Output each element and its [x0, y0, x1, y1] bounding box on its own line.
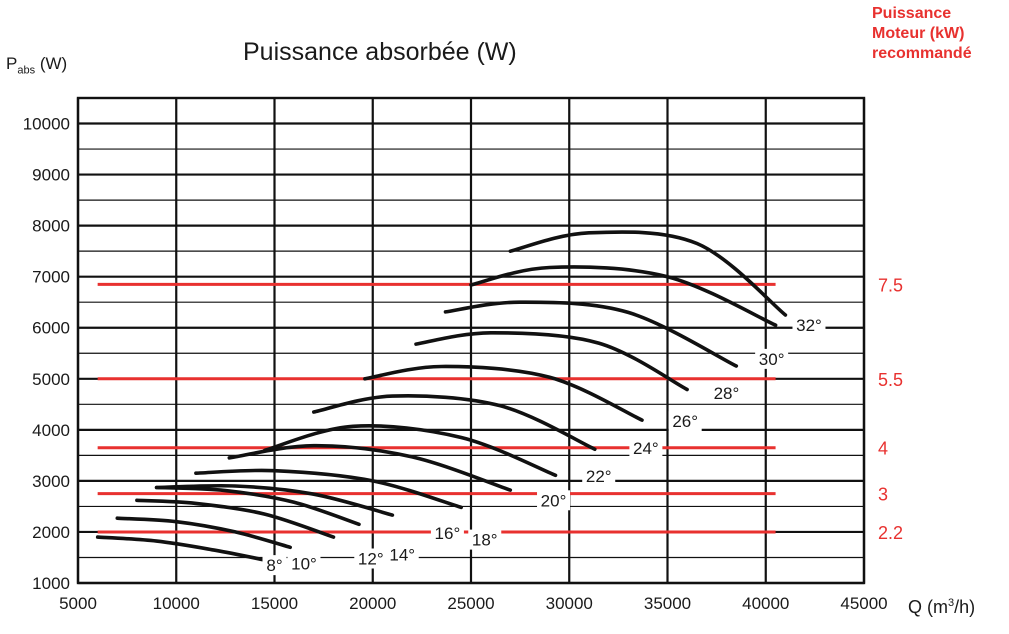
y-axis-label-unit: (W): [35, 54, 68, 73]
plot-frame: [76, 96, 866, 585]
angle-curve: [115, 516, 292, 550]
angle-curve: [154, 483, 395, 517]
chart-title: Puissance absorbée (W): [243, 38, 517, 66]
curve-label-bg: [537, 490, 571, 511]
y-tick-label: 4000: [32, 421, 70, 440]
x-axis-label-sup: 3: [948, 597, 955, 609]
motor-kw-label: 7.5: [878, 275, 903, 295]
curve-label-bg: [709, 383, 743, 404]
curve-angle-label: 14°: [389, 545, 415, 564]
motor-power-title-line-1: Puissance: [872, 5, 952, 22]
curve-angle-label: 8°: [266, 556, 282, 575]
curve-angle-label: 12°: [358, 549, 384, 568]
curve-label-bg: [262, 555, 287, 576]
x-tick-label: 10000: [153, 594, 200, 613]
curve-label-bg: [385, 544, 419, 565]
x-tick-label: 35000: [644, 594, 691, 613]
curve-angle-label: 24°: [633, 439, 659, 458]
curve-angle-label: 20°: [541, 491, 567, 510]
x-tick-label: 25000: [447, 594, 494, 613]
y-tick-label: 7000: [32, 268, 70, 287]
angle-curve: [443, 300, 739, 368]
curve-label-bg: [629, 438, 663, 459]
x-tick-label: 15000: [251, 594, 298, 613]
curve-label-bg: [792, 315, 826, 336]
grid: [76, 96, 866, 585]
y-tick-label: 1000: [32, 574, 70, 593]
curve-angle-label: 16°: [435, 524, 461, 543]
curve-label-bg: [755, 348, 789, 369]
motor-power-title-line-3: recommandé: [872, 45, 972, 62]
y-tick-label: 5000: [32, 370, 70, 389]
y-tick-label: 9000: [32, 166, 70, 185]
motor-lines: 7.5 5.5 4 3 2.2: [97, 275, 903, 543]
y-axis-label-sub: abs: [17, 64, 36, 77]
y-axis-label: Pabs (W): [6, 54, 67, 76]
angle-curves: [95, 230, 788, 562]
x-tick-label: 5000: [59, 594, 97, 613]
curve-angle-label: 22°: [586, 467, 612, 486]
motor-power-title-line-2: Moteur (kW): [872, 25, 965, 42]
angle-curve: [135, 498, 336, 539]
angle-curve: [469, 265, 778, 327]
curve-angle-label: 26°: [672, 412, 698, 431]
curve-angle-label: 28°: [714, 384, 740, 403]
curve-label-bg: [354, 548, 388, 569]
y-tick-label: 6000: [32, 319, 70, 338]
angle-curve: [227, 443, 513, 492]
curve-label-bg: [582, 465, 616, 486]
curve-label-bg: [468, 529, 502, 550]
angle-curve: [262, 424, 558, 478]
angle-curve: [95, 535, 267, 562]
x-tick-label: 30000: [546, 594, 593, 613]
curve-angle-label: 30°: [759, 350, 785, 369]
curve-angle-label: 10°: [291, 555, 317, 574]
angle-curve: [312, 394, 597, 451]
x-tick-label: 40000: [742, 594, 789, 613]
x-axis-label-unit: /h): [954, 597, 976, 617]
angle-curve: [414, 330, 689, 392]
motor-power-title: Puissance Moteur (kW) recommandé: [872, 4, 1009, 64]
y-tick-label: 10000: [23, 115, 70, 134]
curve-label-bg: [668, 411, 702, 432]
curve-angle-label: 32°: [796, 316, 822, 335]
curve-label-bg: [430, 522, 464, 543]
angle-curve: [194, 468, 463, 510]
y-tick-label: 2000: [32, 523, 70, 542]
x-tick-label: 20000: [349, 594, 396, 613]
tick-labels: 1000 2000 3000 4000 5000 6000 7000 8000 9000 1000…: [23, 115, 888, 613]
angle-curve: [154, 485, 361, 527]
motor-kw-label: 3: [878, 485, 888, 505]
y-axis-label-main: P: [6, 54, 18, 73]
angle-curve: [508, 230, 788, 317]
x-axis-label-main: Q (m: [908, 597, 948, 617]
curve-angle-label: 18°: [472, 531, 498, 550]
motor-kw-label: 2.2: [878, 523, 903, 543]
curve-labels: 8° 10° 12° 14° 16° 18° 20° 22° 24° 26° 28° 30° 32°: [262, 315, 826, 576]
y-tick-label: 8000: [32, 217, 70, 236]
x-tick-label: 45000: [840, 594, 887, 613]
x-axis-label: Q (m3/h): [908, 597, 975, 618]
motor-kw-label: 5.5: [878, 370, 903, 390]
y-tick-label: 3000: [32, 472, 70, 491]
curve-label-bg: [287, 553, 321, 574]
motor-kw-label: 4: [878, 439, 888, 459]
angle-curve: [363, 364, 644, 422]
